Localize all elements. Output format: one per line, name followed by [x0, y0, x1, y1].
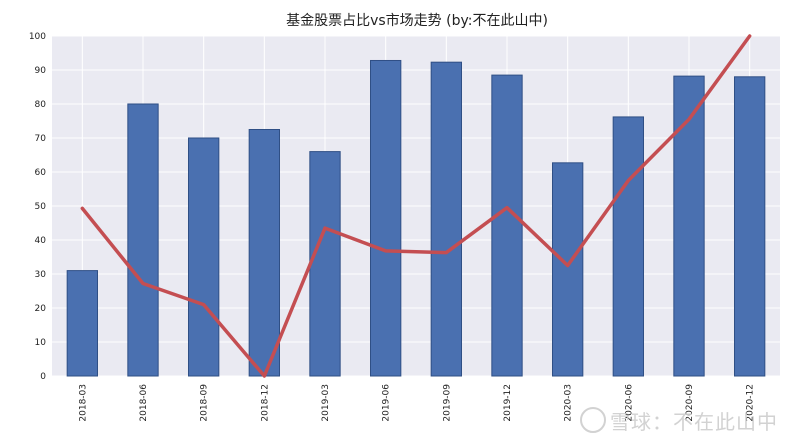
x-tick-label: 2018-03: [78, 384, 88, 422]
y-tick-label: 40: [35, 236, 47, 246]
snowball-logo-icon: [580, 407, 606, 433]
x-tick-label: 2018-09: [200, 384, 210, 422]
y-tick-label: 80: [35, 100, 47, 110]
x-tick-label: 2018-12: [260, 384, 270, 422]
bar-2020-09: [673, 75, 705, 377]
watermark-text: 雪球：不在此山中: [610, 410, 778, 434]
y-tick-label: 20: [35, 304, 47, 314]
y-tick-label: 50: [35, 202, 47, 212]
x-tick-label: 2019-12: [503, 384, 513, 422]
x-tick-label: 2020-06: [624, 384, 634, 422]
bar-2018-03: [66, 270, 98, 377]
chart-title: 基金股票占比vs市场走势 (by:不在此山中): [286, 12, 548, 29]
bar-2018-09: [188, 137, 220, 377]
trend-line-path: [80, 34, 752, 378]
bar-2019-06: [370, 59, 402, 377]
bar-2019-12: [491, 74, 523, 377]
y-tick-label: 70: [35, 134, 47, 144]
watermark: 雪球：不在此山中: [580, 406, 778, 435]
y-tick-label: 100: [29, 32, 46, 42]
y-tick-label: 0: [40, 372, 46, 382]
y-axis: 0 10 20 30 40 50 60 70 80 90 100: [29, 32, 46, 382]
bar-2019-09: [430, 61, 462, 377]
y-tick-label: 60: [35, 168, 47, 178]
x-tick-label: 2020-12: [746, 384, 756, 422]
bar-2020-12: [734, 76, 766, 377]
x-axis: 2018-03 2018-06 2018-09 2018-12 2019-03 2019-…: [78, 384, 755, 422]
x-tick-label: 2019-06: [382, 384, 392, 422]
x-tick-label: 2018-06: [139, 384, 149, 422]
bar-2020-03: [552, 162, 584, 377]
x-tick-label: 2019-09: [442, 384, 452, 422]
bar-2018-06: [127, 103, 159, 377]
bar-2018-12: [248, 129, 281, 377]
x-tick-label: 2020-09: [685, 384, 695, 422]
y-tick-label: 10: [35, 338, 47, 348]
x-tick-label: 2019-03: [321, 384, 331, 422]
bar-2019-03: [309, 151, 341, 377]
y-tick-label: 90: [35, 66, 47, 76]
trend-line: [80, 34, 752, 378]
bar-2020-06: [612, 116, 645, 377]
bars: [66, 59, 766, 377]
y-tick-label: 30: [35, 270, 47, 280]
x-tick-label: 2020-03: [564, 384, 574, 422]
